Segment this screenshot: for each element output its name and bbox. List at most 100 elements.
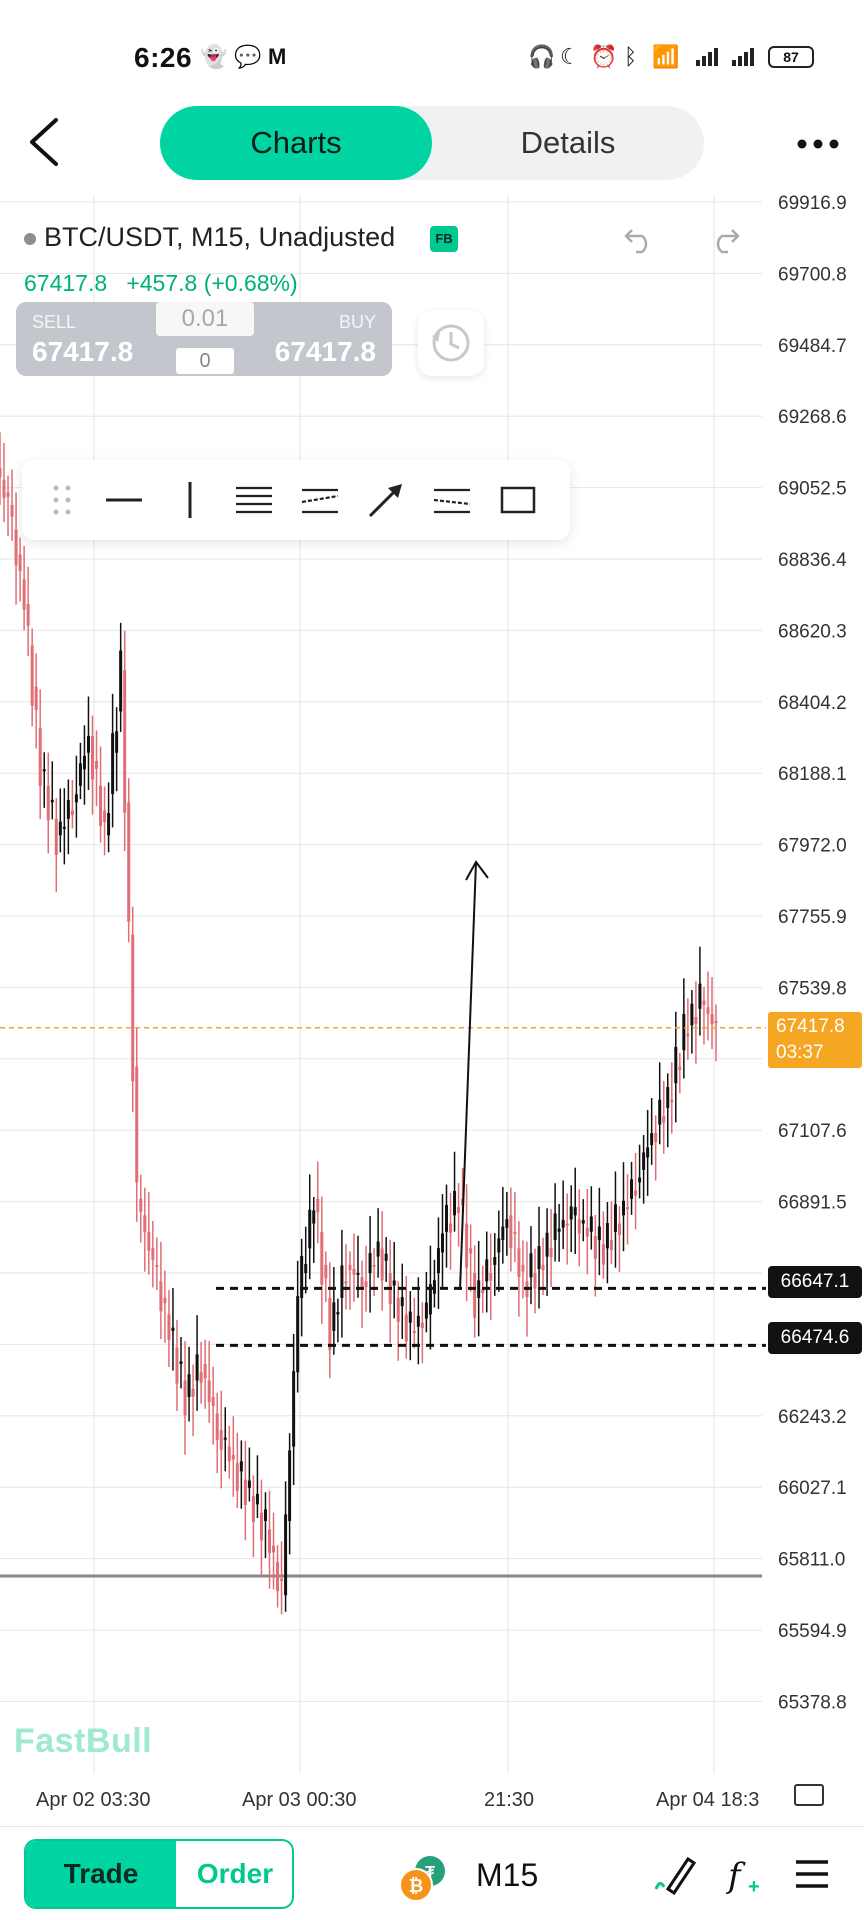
candle-body (14, 529, 18, 566)
candle-body (239, 1461, 243, 1472)
candle-body (650, 1133, 654, 1146)
arrow-tool-icon[interactable] (364, 478, 408, 522)
candle-body (694, 1017, 698, 1025)
quote-row: 67417.8 +457.8 (+0.68%) (24, 270, 298, 297)
candle-body (324, 1264, 328, 1279)
price-axis-label: 65378.8 (778, 1692, 847, 1713)
candle-body (195, 1354, 199, 1381)
horizontal-line-tag[interactable]: 66647.1 (768, 1266, 862, 1298)
undo-icon[interactable] (622, 220, 658, 256)
candle-body (674, 1046, 678, 1084)
candle-body (593, 1235, 597, 1259)
order-button[interactable]: Order (196, 1858, 274, 1889)
indicators-icon[interactable]: f + (726, 1851, 766, 1897)
trade-button[interactable]: Trade (26, 1841, 176, 1907)
candle-body (690, 1003, 694, 1026)
signal-icon (696, 48, 754, 66)
candle-body (30, 645, 34, 706)
candle-body (139, 1198, 143, 1212)
drawn-arrow-head (465, 860, 489, 881)
sell-button[interactable]: 67417.8 (32, 336, 134, 367)
bitcoin-tether-icon[interactable]: ₮ ₿ (396, 1853, 454, 1903)
price-axis-label: 65811.0 (778, 1550, 845, 1571)
candle-body (272, 1545, 276, 1553)
fb-badge: FB (430, 226, 458, 252)
price-axis-label: 68188.1 (778, 764, 847, 785)
candle-body (617, 1223, 621, 1236)
candle-body (364, 1281, 368, 1288)
drawing-pen-icon[interactable] (654, 1853, 696, 1895)
candle-body (613, 1204, 617, 1232)
candle-body (115, 731, 119, 753)
candle-body (171, 1327, 175, 1331)
candle-body (74, 794, 78, 803)
candle-body (103, 810, 107, 823)
candle-body (654, 1132, 658, 1143)
rectangle-icon[interactable] (496, 478, 540, 522)
candle-body (706, 1007, 710, 1014)
regression-channel-icon[interactable] (430, 478, 474, 522)
menu-icon[interactable] (794, 1857, 830, 1891)
candle-body (517, 1248, 521, 1278)
market-status-icon (24, 232, 36, 245)
candle-body (243, 1479, 247, 1506)
candle-body (284, 1514, 288, 1596)
candle-body (211, 1397, 215, 1407)
candle-body (626, 1207, 630, 1210)
fibonacci-icon[interactable] (298, 478, 342, 522)
price-axis-label: 67539.8 (778, 978, 847, 999)
redo-icon[interactable] (706, 220, 742, 256)
price-axis-label: 66027.1 (778, 1478, 847, 1499)
price-chart[interactable]: 69916.9 69700.8 69484.7 69268.6 69052.5 68836… (0, 0, 864, 1826)
candle-body (686, 1033, 690, 1037)
vertical-line-icon[interactable] (168, 478, 212, 522)
buy-label: BUY (338, 312, 376, 332)
candle-body (34, 686, 38, 710)
view-tabs: Charts Details (160, 106, 704, 180)
candle-body (155, 1264, 159, 1267)
timeframe-selector[interactable]: M15 (476, 1857, 539, 1893)
moon-icon: ☾ (560, 44, 580, 69)
candle-body (497, 1238, 501, 1253)
refresh-button[interactable] (418, 310, 484, 376)
price-axis-label: 69052.5 (778, 479, 847, 500)
candle-body (396, 1297, 400, 1323)
price-axis-label: 68620.3 (778, 621, 847, 642)
more-options-icon[interactable] (796, 124, 840, 164)
candle-body (469, 1248, 473, 1254)
back-icon[interactable] (26, 116, 66, 168)
price-axis-label: 66891.5 (778, 1193, 847, 1214)
lot-size-input[interactable]: 0.01 (156, 302, 254, 336)
candle-body (481, 1289, 485, 1294)
candle-body (533, 1273, 537, 1289)
candle-body (505, 1219, 509, 1228)
time-axis-label: Apr 03 00:30 (242, 1789, 357, 1811)
tab-details[interactable]: Details (520, 125, 616, 160)
last-price: 67417.8 (24, 270, 108, 296)
price-axis-label: 67107.6 (778, 1121, 847, 1142)
horizontal-line-icon[interactable] (102, 478, 146, 522)
tab-charts[interactable]: Charts (160, 106, 432, 180)
candle-body (111, 733, 115, 795)
candle-body (304, 1264, 308, 1274)
symbol-title: BTC/USDT, M15, Unadjusted (24, 222, 395, 253)
candle-body (95, 761, 99, 769)
svg-text:₮: ₮ (425, 1864, 435, 1881)
candle-body (392, 1280, 396, 1286)
candle-body (296, 1296, 300, 1373)
candle-body (642, 1152, 646, 1170)
snapchat-icon: 👻 (200, 44, 228, 69)
parallel-channel-icon[interactable] (232, 478, 276, 522)
candle-body (545, 1232, 549, 1257)
candle-body (682, 1014, 686, 1051)
buy-button[interactable]: 67417.8 (274, 336, 376, 367)
svg-text:f: f (726, 1856, 746, 1896)
horizontal-line-tag[interactable]: 66474.6 (768, 1322, 862, 1354)
candle-body (489, 1273, 493, 1281)
drag-handle-icon[interactable] (40, 478, 84, 522)
candle-body (408, 1311, 412, 1323)
candle-body (86, 735, 90, 753)
axis-toggle-icon[interactable] (794, 1784, 824, 1806)
alarm-icon: ⏰ (590, 44, 618, 69)
candle-body (268, 1529, 271, 1554)
